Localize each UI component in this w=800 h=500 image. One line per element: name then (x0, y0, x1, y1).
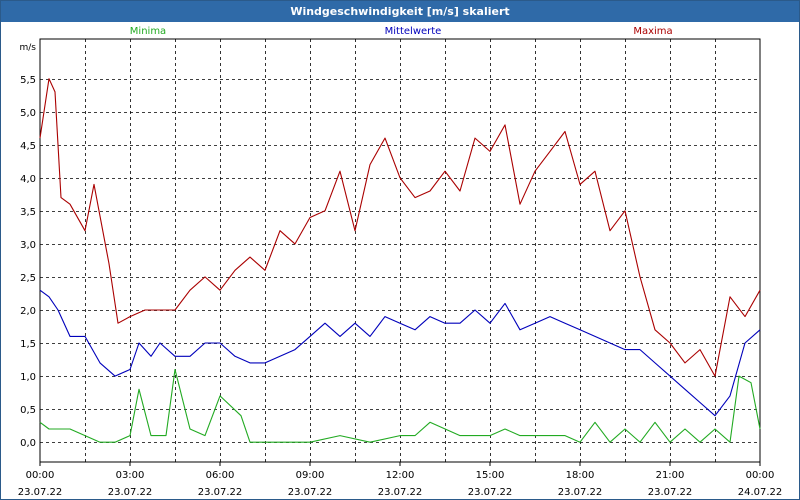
x-tick-date: 23.07.22 (378, 487, 423, 498)
x-tick-time: 21:00 (656, 470, 685, 481)
x-tick-time: 18:00 (566, 470, 595, 481)
plot-area (39, 38, 761, 463)
y-tick-label: 1,0 (20, 372, 36, 383)
y-tick-label: 3,0 (20, 240, 36, 251)
x-tick-date: 24.07.22 (738, 487, 783, 498)
legend-mittelwerte: Mittelwerte (385, 26, 442, 37)
y-tick-label: 3,5 (20, 207, 36, 218)
x-tick-time: 12:00 (386, 470, 415, 481)
y-tick-label: 5,5 (20, 75, 36, 86)
series-line-maxima (39, 78, 761, 377)
x-tick-time: 03:00 (116, 470, 145, 481)
y-tick-label: 4,0 (20, 174, 36, 185)
window-title: Windgeschwindigkeit [m/s] skaliert (1, 1, 799, 22)
legend-minima: Minima (130, 26, 166, 37)
x-tick-time: 00:00 (26, 470, 55, 481)
x-tick-time: 06:00 (206, 470, 235, 481)
y-tick-label: 0,5 (20, 405, 36, 416)
x-tick-date: 23.07.22 (18, 487, 63, 498)
series-line-mittelwerte (39, 289, 761, 417)
x-tick-date: 23.07.22 (108, 487, 153, 498)
y-tick-label: 2,0 (20, 306, 36, 317)
x-tick-time: 09:00 (296, 470, 325, 481)
x-tick-time: 00:00 (746, 470, 775, 481)
y-tick-label: 0,0 (20, 438, 36, 449)
legend-maxima: Maxima (633, 26, 672, 37)
x-tick-time: 15:00 (476, 470, 505, 481)
y-tick-label: 5,0 (20, 108, 36, 119)
x-tick-date: 23.07.22 (648, 487, 693, 498)
y-tick-label: 4,5 (20, 141, 36, 152)
x-tick-date: 23.07.22 (558, 487, 603, 498)
series-line-minima (39, 368, 761, 443)
y-tick-label: 2,5 (20, 273, 36, 284)
x-tick-date: 23.07.22 (288, 487, 333, 498)
y-tick-label: 1,5 (20, 339, 36, 350)
x-tick-date: 23.07.22 (468, 487, 513, 498)
y-axis-label: m/s (20, 43, 37, 53)
x-tick-date: 23.07.22 (198, 487, 243, 498)
